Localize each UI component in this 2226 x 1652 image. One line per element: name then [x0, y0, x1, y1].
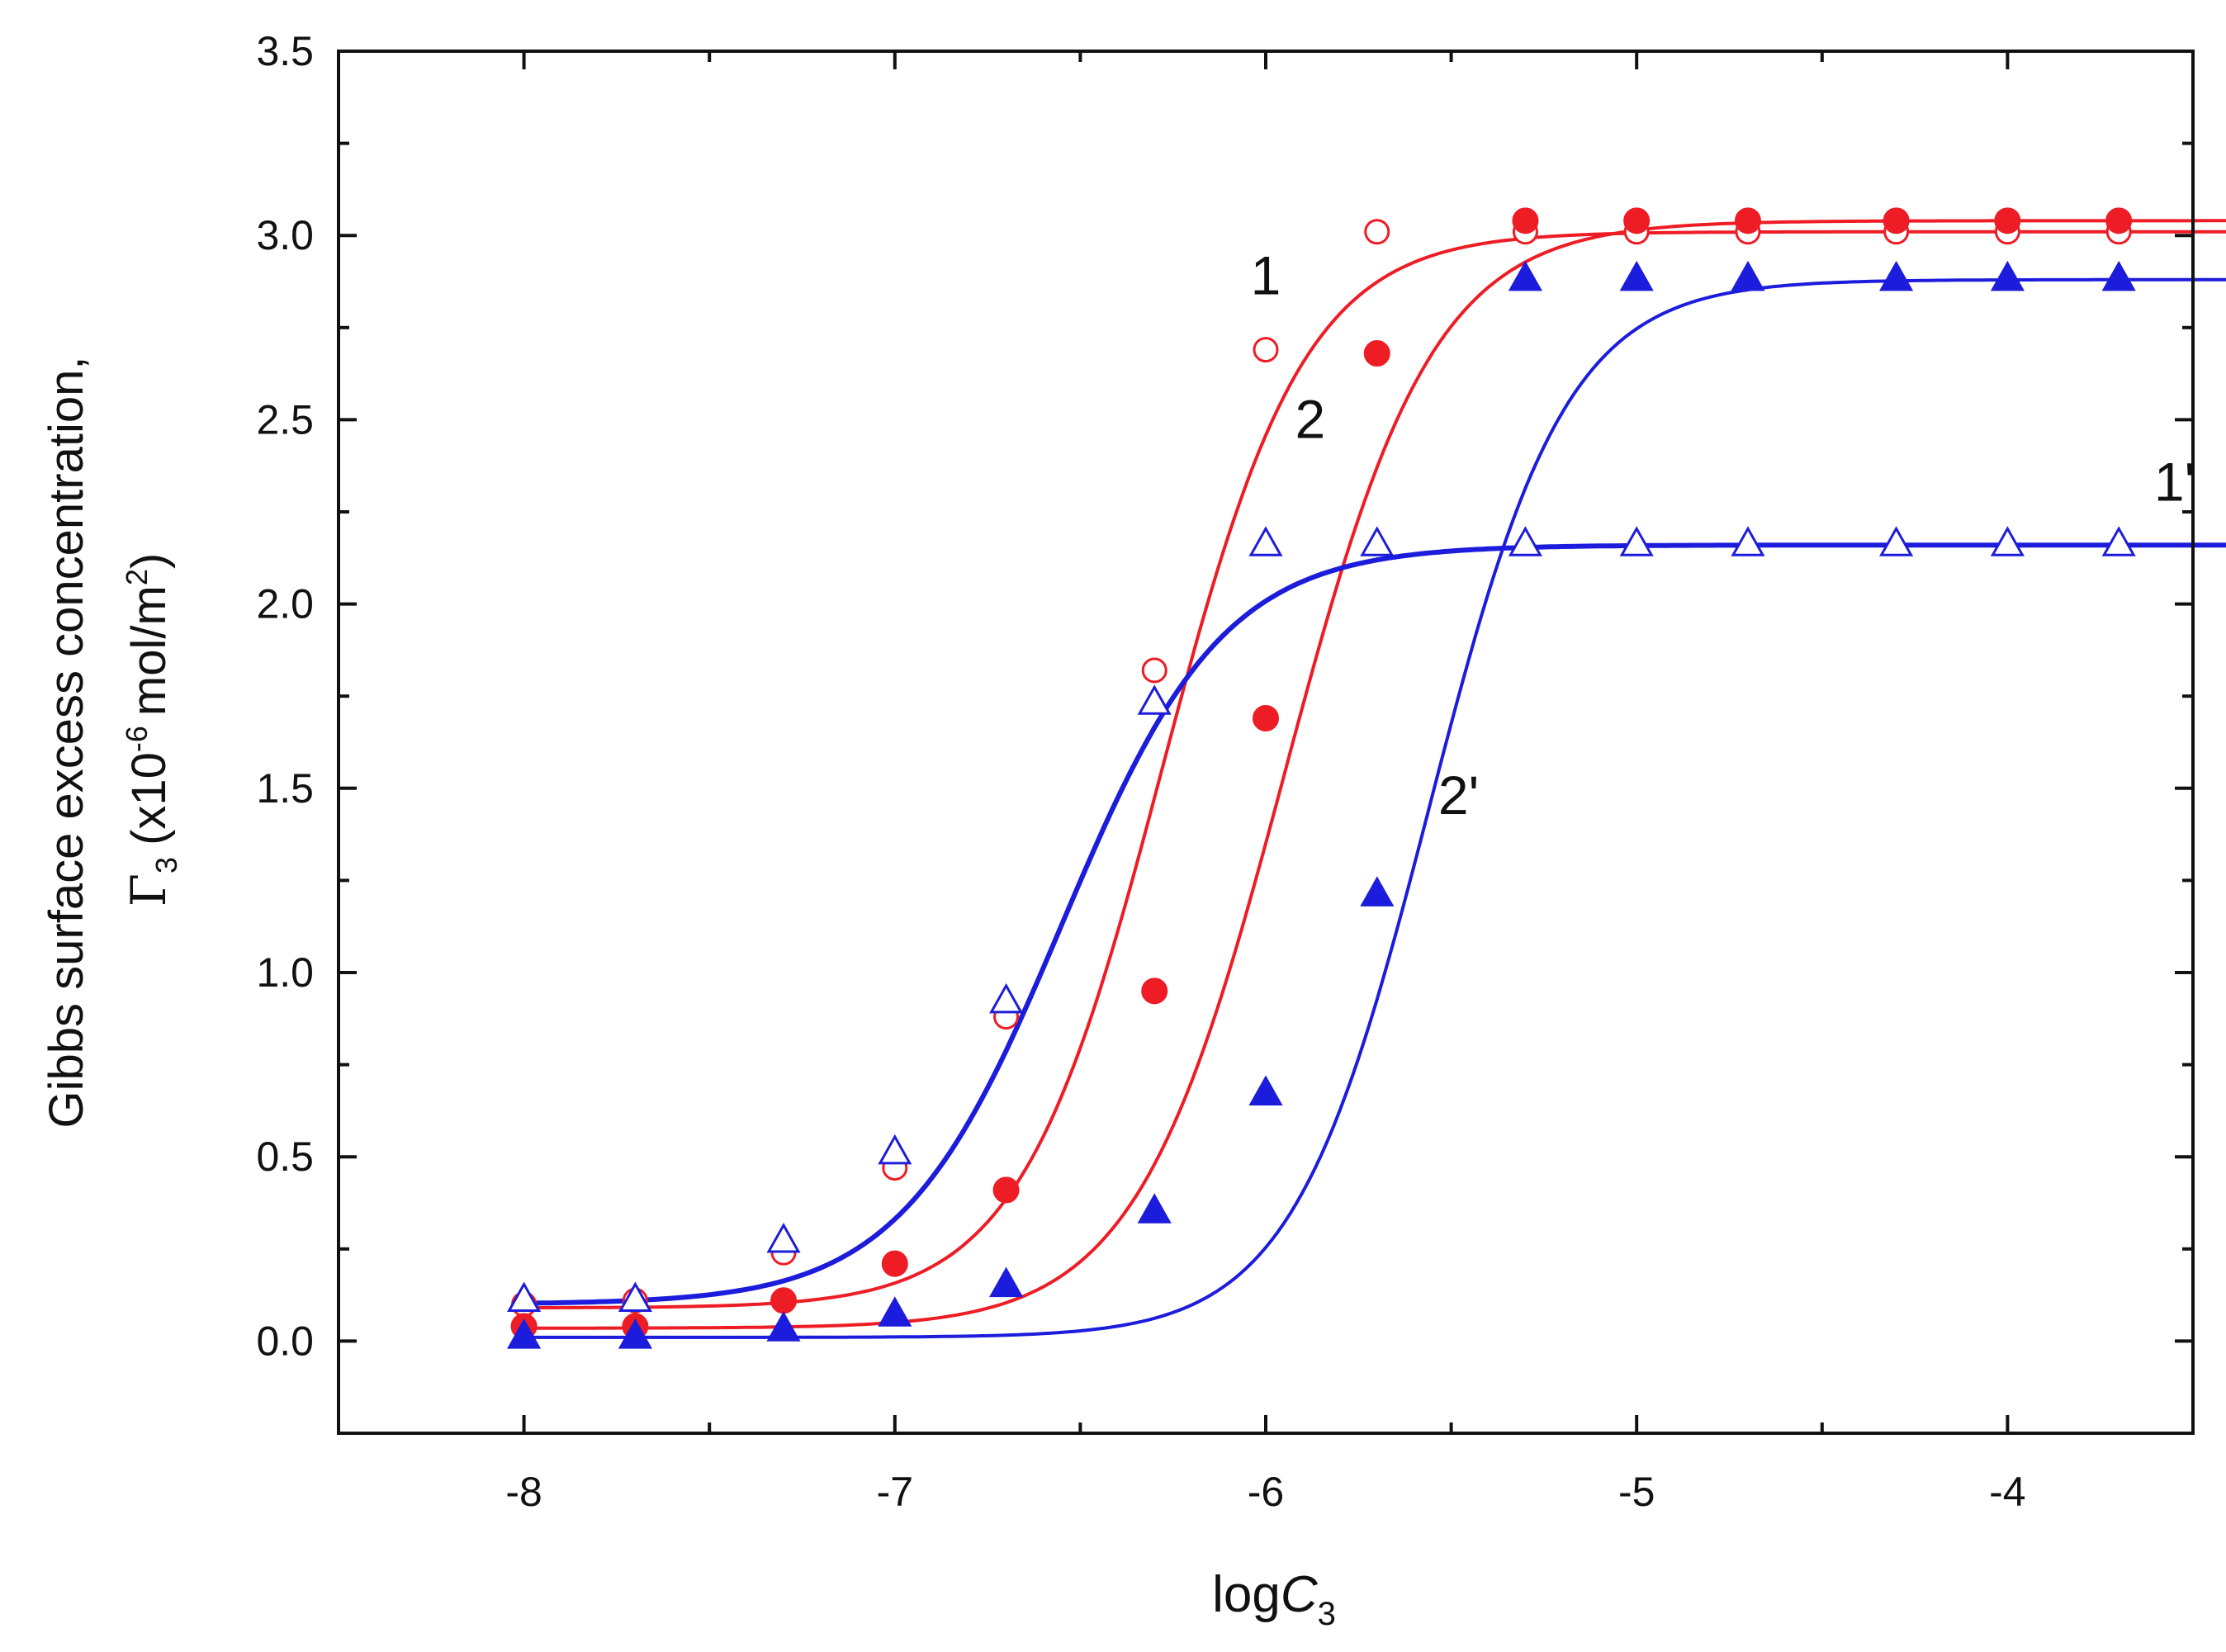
point-series-1-prime [1508, 526, 1542, 556]
point-series-2 [770, 1287, 798, 1314]
point-series-2 [1253, 704, 1279, 731]
x-title-sub: 3 [1318, 1596, 1336, 1632]
point-series-2-prime [1879, 260, 1914, 291]
y-tick-label: 2.5 [256, 396, 314, 443]
x-title-main: log [1212, 1566, 1281, 1623]
fit-line-series-1 [523, 230, 2226, 1310]
y-axis-title-line1: Gibbs surface excess concentration, [40, 357, 93, 1129]
curve-labels: 1 2 1' 2' [1251, 245, 2195, 826]
point-series-2 [1512, 207, 1539, 234]
point-series-1-prime [1360, 526, 1395, 556]
curve-label: 1 [1251, 245, 1281, 306]
point-series-2-prime [1731, 260, 1765, 291]
point-series-2-prime [1137, 1193, 1172, 1224]
y-title-exponent: -6 [120, 726, 154, 752]
point-series-1-prime [878, 1134, 912, 1165]
point-series-2 [1363, 340, 1390, 367]
point-series-2-prime [989, 1266, 1024, 1298]
point-series-1-prime [989, 982, 1024, 1014]
point-series-2-prime [618, 1318, 652, 1349]
point-series-1-prime [1619, 526, 1654, 556]
x-axis-title: logC3 [1212, 1566, 1336, 1632]
curve-label: 2 [1295, 389, 1326, 450]
point-series-1-prime [618, 1281, 652, 1312]
point-series-2 [2105, 207, 2133, 234]
point-series-2 [1994, 207, 2021, 234]
fit-line-series-2-prime [523, 277, 2226, 1339]
x-title-italic: C [1281, 1566, 1319, 1623]
y-title-symbol-sub: 3 [149, 857, 183, 873]
point-series-2-prime [2101, 260, 2136, 291]
point-series-1 [1253, 337, 1279, 363]
y-axis-title-line2: Γ3 (x10-6 mol/m2) [120, 553, 183, 906]
y-axis: 0.0 0.5 1.0 1.5 2.0 2.5 3.0 3.5 [256, 28, 2193, 1435]
x-tick-label: -5 [1618, 1469, 1655, 1515]
point-series-2 [881, 1250, 908, 1277]
x-tick-label: -8 [505, 1469, 542, 1515]
y-tick-label: 3.5 [256, 28, 314, 74]
y-title-unit: mol/m [122, 585, 176, 716]
curve-label: 1' [2154, 452, 2195, 513]
y-title-symbol: Γ [121, 873, 177, 906]
y-tick-label: 3.0 [256, 212, 314, 258]
y-tick-label: 0.0 [256, 1318, 314, 1364]
point-series-2 [992, 1176, 1020, 1204]
point-series-2-prime [878, 1296, 912, 1327]
point-series-2 [1734, 207, 1761, 234]
y-title-unit-exponent: 2 [120, 569, 154, 585]
point-series-2-prime [1508, 260, 1542, 291]
x-tick-label: -6 [1248, 1469, 1284, 1515]
x-tick-label: -4 [1989, 1469, 2025, 1515]
markers [507, 207, 2136, 1349]
point-series-1-prime [1990, 526, 2025, 556]
x-axis: -8-7-6-5-4-3 [337, 51, 2195, 1515]
point-series-2 [1141, 977, 1168, 1005]
point-series-1-prime [507, 1281, 542, 1312]
point-series-2-prime [507, 1318, 542, 1349]
point-series-2-prime [1990, 260, 2025, 291]
y-tick-label: 0.5 [256, 1134, 314, 1180]
point-series-1-prime [1248, 526, 1283, 556]
point-series-1 [1141, 657, 1167, 684]
x-tick-label: -7 [877, 1469, 913, 1515]
point-series-1-prime [2101, 526, 2136, 556]
y-tick-label: 2.0 [256, 581, 314, 627]
point-series-2 [1883, 207, 1910, 234]
y-tick-label: 1.0 [256, 949, 314, 996]
point-series-2-prime [1248, 1075, 1283, 1105]
point-series-2-prime [1619, 260, 1654, 291]
y-title-suffix: ) [122, 553, 176, 569]
point-series-1-prime [766, 1222, 801, 1253]
point-series-1-prime [1731, 526, 1765, 556]
point-series-2 [1623, 207, 1651, 234]
y-tick-label: 1.5 [256, 765, 314, 812]
point-series-1 [1364, 219, 1390, 245]
curve-label: 2' [1438, 764, 1479, 826]
point-series-1-prime [1879, 526, 1914, 556]
y-title-prefix: (x10 [122, 752, 176, 845]
point-series-2-prime [1360, 876, 1395, 906]
point-series-1-prime [1137, 684, 1172, 715]
fit-line-series-2 [523, 219, 2226, 1330]
fit-lines [523, 219, 2226, 1339]
fit-line-series-1-prime [523, 542, 2226, 1306]
point-series-2-prime [766, 1311, 801, 1342]
